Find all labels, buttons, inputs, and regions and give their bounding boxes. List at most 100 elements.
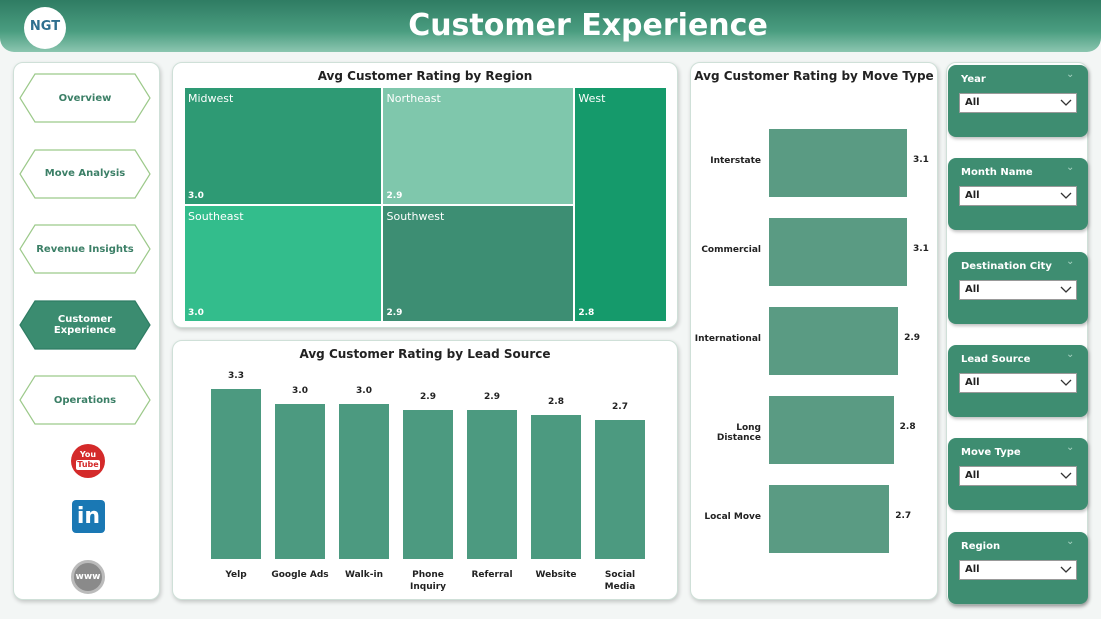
youtube-text: Tube [76, 460, 100, 470]
bar[interactable] [769, 218, 907, 286]
nav-shape [19, 148, 151, 199]
nav-label: Operations [53, 394, 117, 406]
filter-value: All [965, 283, 980, 295]
nav-button[interactable]: Revenue Insights [19, 224, 151, 274]
filter-label: Move Type [961, 447, 1021, 459]
bar[interactable] [467, 409, 517, 559]
dropdown-arrow [1060, 99, 1072, 106]
tile-value: 2.8 [578, 308, 595, 318]
chevron: ⌄ [1066, 69, 1075, 80]
filter-label: Month Name [961, 167, 1033, 179]
web-icon[interactable]: www [71, 560, 105, 594]
chevron: ⌄ [1066, 442, 1075, 454]
nav-panel: Overview Move Analysis Revenue Insights Cus… [13, 62, 160, 600]
dropdown-arrow [1060, 286, 1072, 293]
filter-value: All [965, 97, 980, 108]
filter-dropdown[interactable]: All [959, 559, 1077, 580]
x-tick-label: Referral [471, 570, 513, 580]
nav-label: Overview [58, 92, 112, 104]
linkedin-icon[interactable]: in [72, 500, 105, 533]
nav-button[interactable]: Customer Experience [19, 299, 151, 350]
tile-label: Northeast [386, 92, 441, 105]
nav-shape [19, 73, 151, 123]
chart-title: Avg Customer Rating by Region [317, 69, 533, 83]
nav-shape [19, 375, 151, 425]
tile-value: 3.0 [188, 190, 204, 201]
bar[interactable] [211, 389, 261, 559]
chevron: ⌄ [1066, 255, 1075, 267]
nav-label: Customer Experience [53, 313, 117, 336]
bar[interactable] [403, 409, 453, 559]
bar[interactable] [769, 485, 890, 553]
filter-card: Lead Source ⌄ All [948, 344, 1088, 417]
treemap-tile[interactable]: Southeast 3.0 [184, 204, 383, 322]
x-tick-label: Yelp [225, 570, 247, 580]
data-label: 3.0 [292, 386, 308, 397]
bar[interactable] [769, 396, 894, 464]
y-tick-label: International [694, 334, 761, 344]
filter-value: All [965, 190, 980, 202]
y-tick-label: Commercial [701, 245, 761, 255]
treemap-tile[interactable]: Midwest 3.0 [184, 87, 383, 205]
data-label: 2.8 [899, 422, 916, 432]
youtube-text: You [79, 450, 97, 459]
dropdown-arrow [1060, 566, 1072, 573]
filter-dropdown[interactable]: All [959, 279, 1077, 300]
tile-value: 3.0 [188, 308, 204, 318]
data-label: 3.0 [356, 386, 372, 397]
nav-button[interactable]: Operations [19, 375, 151, 425]
filter-value: All [965, 470, 980, 482]
nav-button[interactable]: Overview [19, 73, 151, 123]
x-tick-label: Google Ads [271, 570, 329, 580]
dropdown-arrow [1060, 192, 1072, 200]
filter-card: Destination City ⌄ All [948, 251, 1088, 324]
x-tick-label: Walk-in [345, 570, 383, 580]
filter-value: All [965, 563, 980, 575]
chart-title: Avg Customer Rating by Lead Source [299, 347, 551, 361]
tile-label: Southeast [188, 209, 244, 223]
filter-card: Year ⌄ All [948, 65, 1088, 137]
bar[interactable] [769, 129, 907, 197]
y-tick-label: Interstate [710, 156, 761, 166]
filter-label: Lead Source [961, 353, 1031, 365]
filter-panel: Year ⌄ All Month Name ⌄ All Destination City ⌄ A… [946, 62, 1088, 605]
data-label: 3.1 [913, 155, 929, 165]
data-label: 2.9 [484, 391, 500, 402]
bar[interactable] [531, 414, 581, 559]
treemap-tile[interactable]: Southwest 2.9 [382, 204, 575, 322]
data-label: 2.9 [904, 333, 921, 343]
treemap-tile[interactable]: Northeast 2.9 [382, 87, 575, 205]
filter-label: Region [961, 540, 1001, 552]
bar[interactable] [339, 404, 389, 559]
youtube-icon[interactable]: You Tube [71, 444, 105, 478]
filter-card: Move Type ⌄ All [948, 438, 1088, 511]
bar[interactable] [275, 404, 325, 559]
dropdown-arrow [1060, 379, 1072, 386]
filter-dropdown[interactable]: All [959, 466, 1077, 487]
data-label: 2.8 [548, 396, 564, 407]
filter-dropdown[interactable]: All [959, 372, 1077, 393]
bar[interactable] [769, 307, 899, 375]
tile-value: 2.9 [386, 190, 403, 201]
x-tick-label: Website [535, 570, 577, 580]
data-label: 3.1 [913, 244, 929, 254]
x-tick-label: Social Media [604, 570, 636, 592]
data-label: 3.3 [228, 371, 244, 381]
nav-button[interactable]: Move Analysis [19, 148, 151, 199]
nav-label: Revenue Insights [36, 243, 134, 255]
bar[interactable] [595, 419, 645, 559]
treemap-tile[interactable]: West 2.8 [574, 87, 667, 322]
nav-shape [19, 224, 151, 274]
filter-value: All [965, 376, 980, 388]
chevron: ⌄ [1066, 162, 1075, 174]
x-tick-label: Phone Inquiry [410, 570, 446, 592]
filter-dropdown[interactable]: All [959, 186, 1077, 207]
data-label: 2.9 [420, 391, 436, 402]
filter-card: Month Name ⌄ All [948, 158, 1088, 231]
nav-shape [19, 299, 151, 350]
tile-value: 2.9 [386, 308, 403, 318]
filter-dropdown[interactable]: All [959, 93, 1077, 113]
bar-panel: Avg Customer Rating by Lead Source 3.3 Yel… [172, 340, 678, 600]
chart-title: Avg Customer Rating by Move Type [694, 69, 934, 83]
